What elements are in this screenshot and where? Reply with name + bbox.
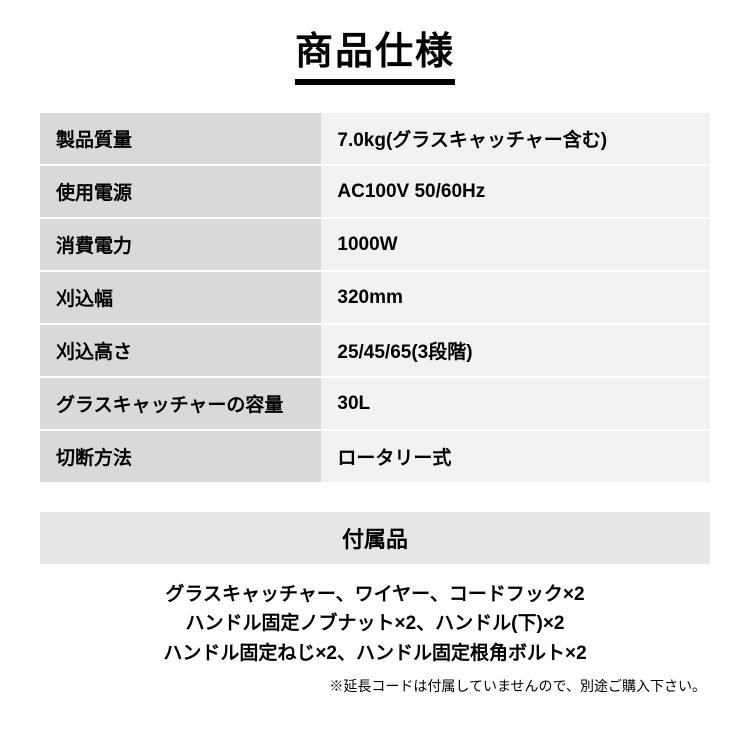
- title-underline: [295, 79, 455, 85]
- spec-label: 刈込幅: [40, 271, 321, 324]
- table-row: 製品質量7.0kg(グラスキャッチャー含む): [40, 113, 710, 165]
- spec-value: 7.0kg(グラスキャッチャー含む): [321, 113, 710, 165]
- spec-label: 製品質量: [40, 113, 321, 165]
- accessories-line: グラスキャッチャー、ワイヤー、コードフック×2: [40, 580, 710, 609]
- spec-label: 切断方法: [40, 430, 321, 483]
- table-row: 消費電力1000W: [40, 218, 710, 271]
- page-title-block: 商品仕様: [40, 20, 710, 85]
- spec-table: 製品質量7.0kg(グラスキャッチャー含む)使用電源AC100V 50/60Hz…: [40, 113, 710, 484]
- spec-value: 25/45/65(3段階): [321, 324, 710, 377]
- accessories-line: ハンドル固定ノブナット×2、ハンドル(下)×2: [40, 609, 710, 638]
- spec-value: ロータリー式: [321, 430, 710, 483]
- accessories-line: ハンドル固定ねじ×2、ハンドル固定根角ボルト×2: [40, 639, 710, 668]
- spec-value: 1000W: [321, 218, 710, 271]
- page-title: 商品仕様: [295, 20, 455, 75]
- spec-table-body: 製品質量7.0kg(グラスキャッチャー含む)使用電源AC100V 50/60Hz…: [40, 113, 710, 483]
- spec-label: 使用電源: [40, 165, 321, 218]
- spec-value: 320mm: [321, 271, 710, 324]
- table-row: グラスキャッチャーの容量30L: [40, 377, 710, 430]
- spec-label: グラスキャッチャーの容量: [40, 377, 321, 430]
- spec-label: 刈込高さ: [40, 324, 321, 377]
- spec-label: 消費電力: [40, 218, 321, 271]
- table-row: 刈込高さ25/45/65(3段階): [40, 324, 710, 377]
- accessories-header: 付属品: [40, 512, 710, 564]
- table-row: 切断方法ロータリー式: [40, 430, 710, 483]
- table-row: 使用電源AC100V 50/60Hz: [40, 165, 710, 218]
- table-row: 刈込幅320mm: [40, 271, 710, 324]
- accessories-body: グラスキャッチャー、ワイヤー、コードフック×2ハンドル固定ノブナット×2、ハンド…: [40, 580, 710, 668]
- spec-value: AC100V 50/60Hz: [321, 165, 710, 218]
- accessories-note: ※延長コードは付属していませんので、別途ご購入下さい。: [40, 676, 710, 696]
- spec-value: 30L: [321, 377, 710, 430]
